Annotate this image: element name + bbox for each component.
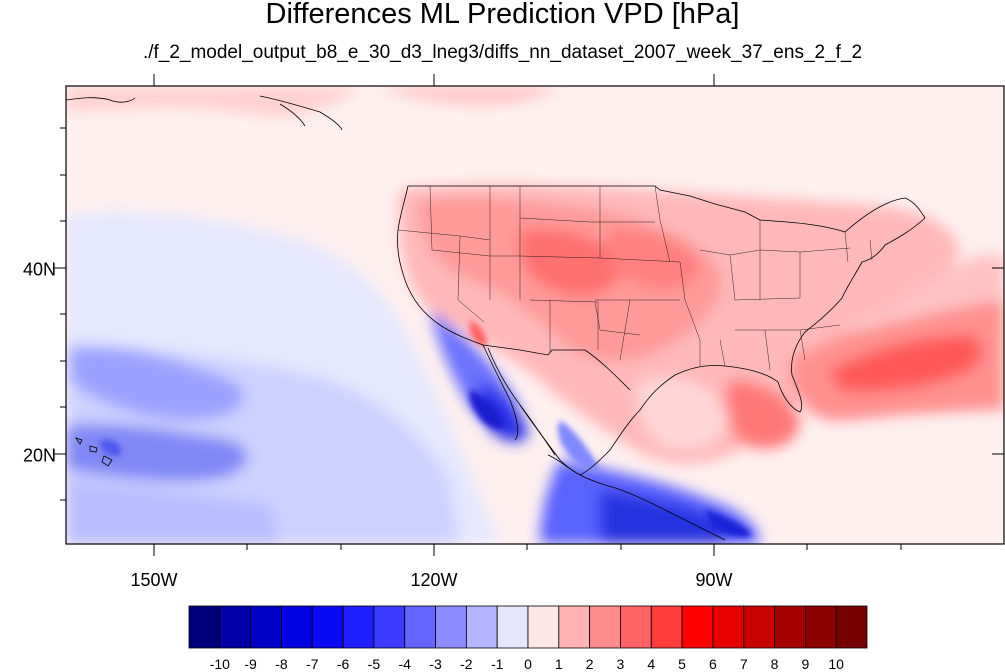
- colorbar-label: -9: [244, 656, 257, 672]
- colorbar-label: 5: [678, 656, 686, 672]
- colorbar-swatch: [681, 605, 714, 649]
- colorbar-swatch: [743, 605, 775, 649]
- map-field: [66, 86, 1004, 544]
- field-blobs: [66, 86, 1004, 544]
- map-frame: [65, 85, 1005, 545]
- lat-label-40n: 40N: [23, 259, 57, 280]
- colorbar-label: 3: [616, 656, 625, 672]
- colorbar-swatch: [527, 605, 560, 649]
- colorbar-swatch: [804, 605, 837, 649]
- colorbar-label: 10: [828, 656, 844, 672]
- axis-ticks: [54, 74, 1004, 556]
- colorbar-label: -6: [336, 656, 350, 672]
- colorbar-swatch: [342, 605, 375, 649]
- colorbar-swatch: [404, 605, 436, 649]
- colorbar-swatch: [774, 605, 806, 649]
- colorbar-swatch: [558, 605, 591, 649]
- lon-label-150w: 150W: [130, 570, 178, 590]
- state-lines: [397, 185, 873, 371]
- colorbar-label: -5: [367, 656, 381, 672]
- colorbar-label: 1: [554, 656, 563, 672]
- colorbar-label: -1: [490, 656, 504, 672]
- colorbar-label: -8: [275, 656, 288, 672]
- colorbar-label: 2: [585, 656, 594, 672]
- coastlines-and-borders: [66, 95, 926, 541]
- colorbar-swatch: [712, 605, 745, 649]
- colorbar-swatch: [250, 605, 282, 649]
- colorbar-label: 0: [524, 656, 532, 672]
- map-title: Differences ML Prediction VPD [hPa]: [265, 0, 740, 30]
- lat-label-20n: 20N: [23, 445, 57, 466]
- field-details: [100, 320, 752, 538]
- colorbar-swatch: [373, 605, 406, 649]
- colorbar: [188, 605, 868, 649]
- colorbar-swatch: [589, 605, 621, 649]
- colorbar-label: 9: [801, 656, 810, 672]
- map-subtitle: ./f_2_model_output_b8_e_30_d3_lneg3/diff…: [142, 42, 863, 63]
- colorbar-swatch: [620, 605, 652, 649]
- lon-label-90w: 90W: [695, 570, 733, 590]
- colorbar-label: 7: [739, 656, 748, 672]
- colorbar-swatch: [219, 605, 252, 649]
- colorbar-label: -7: [306, 656, 319, 672]
- colorbar-swatch: [496, 605, 529, 649]
- colorbar-label: -2: [460, 656, 473, 672]
- vpd-difference-map: [54, 74, 1005, 556]
- colorbar-swatch: [188, 605, 221, 649]
- colorbar-label: 6: [709, 656, 717, 672]
- colorbar-label: -4: [398, 656, 411, 672]
- colorbar-swatch: [281, 605, 313, 649]
- colorbar-label: 4: [647, 656, 656, 672]
- colorbar-label: -3: [429, 656, 442, 672]
- colorbar-swatch: [465, 605, 498, 649]
- colorbar-label: -10: [209, 656, 230, 672]
- colorbar-swatch: [435, 605, 467, 649]
- colorbar-swatch: [650, 605, 683, 649]
- colorbar-swatch: [311, 605, 344, 649]
- colorbar-swatch: [835, 605, 868, 649]
- lon-label-120w: 120W: [410, 570, 458, 590]
- colorbar-label: 8: [770, 656, 779, 672]
